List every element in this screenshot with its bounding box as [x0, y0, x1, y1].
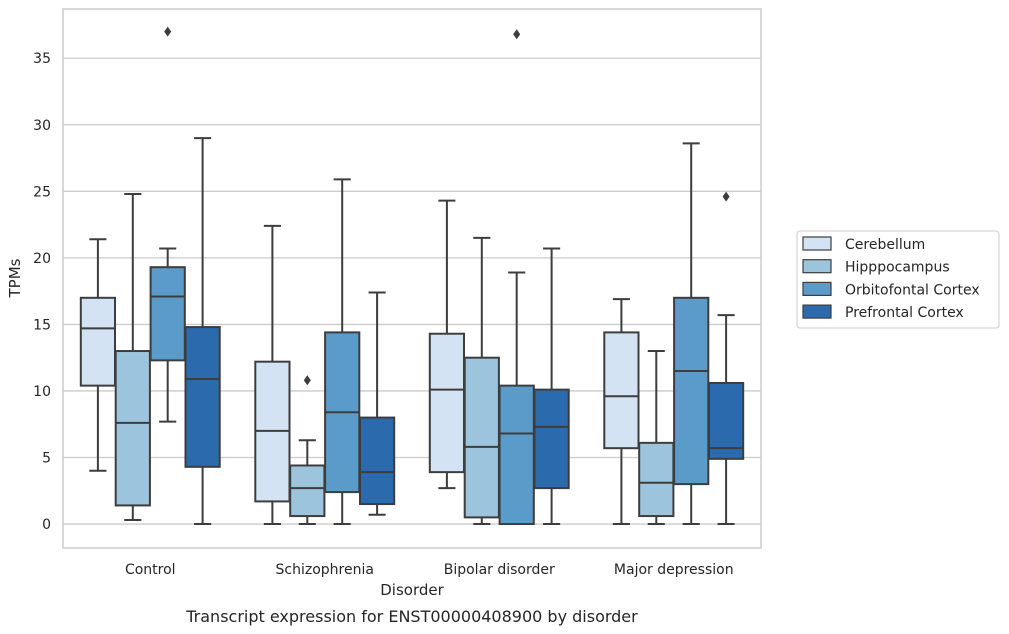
legend-frame — [796, 230, 1000, 329]
iqr-box — [149, 266, 186, 362]
iqr-box — [673, 296, 710, 486]
legend-swatch — [802, 236, 832, 251]
chart-caption: Transcript expression for ENST0000040890… — [185, 607, 638, 626]
y-tick-label: 20 — [33, 251, 51, 267]
legend-swatch — [802, 281, 832, 296]
x-axis-ticks: Control Schizophrenia Bipolar disorder Majo… — [125, 562, 734, 578]
box-prefrontal-cortex — [358, 291, 396, 516]
y-tick-label: 5 — [42, 451, 51, 467]
y-tick-label: 0 — [42, 517, 51, 533]
box-orbitofontal-cortex — [324, 178, 361, 526]
iqr-box — [707, 381, 745, 460]
iqr-box — [79, 296, 117, 387]
box-orbitofontal-cortex — [673, 142, 710, 526]
y-axis-ticks: 0 5 10 15 20 25 30 35 — [33, 51, 51, 533]
x-tick-label: Major depression — [614, 562, 734, 578]
iqr-box — [498, 384, 535, 526]
iqr-box — [114, 350, 151, 507]
outlier-point — [164, 26, 172, 37]
y-tick-label: 35 — [33, 51, 51, 67]
y-tick-label: 10 — [33, 384, 51, 400]
x-tick-label: Schizophrenia — [276, 562, 374, 578]
box-hipppocampus — [463, 236, 500, 526]
y-tick-label: 25 — [33, 184, 51, 200]
box-cerebellum — [428, 199, 466, 490]
iqr-box — [428, 332, 466, 474]
box-hipppocampus — [114, 192, 151, 522]
iqr-box — [533, 388, 570, 490]
box-prefrontal-cortex — [707, 191, 745, 526]
legend: Cerebellum Hipppocampus Orbitofontal Corte… — [796, 230, 1000, 329]
y-axis-label: TPMs — [6, 258, 24, 298]
iqr-box — [603, 331, 640, 450]
iqr-box — [463, 356, 500, 519]
legend-swatch — [802, 304, 832, 319]
y-tick-label: 15 — [33, 317, 51, 333]
legend-label: Prefrontal Cortex — [845, 305, 964, 321]
box-cerebellum — [254, 224, 291, 526]
box-plot-area — [79, 26, 745, 526]
iqr-box — [184, 326, 221, 468]
plot-frame — [62, 8, 762, 549]
box-orbitofontal-cortex — [149, 26, 186, 423]
iqr-box — [289, 464, 326, 518]
box-cerebellum — [603, 298, 640, 526]
legend-label: Hipppocampus — [845, 260, 950, 276]
iqr-box — [358, 416, 396, 506]
outlier-point — [303, 375, 311, 386]
y-tick-label: 30 — [33, 118, 51, 134]
box-prefrontal-cortex — [533, 247, 570, 526]
x-tick-label: Bipolar disorder — [444, 562, 555, 578]
outlier-point — [722, 191, 730, 202]
x-tick-label: Control — [125, 562, 176, 578]
box-prefrontal-cortex — [184, 137, 221, 526]
legend-swatch — [802, 259, 832, 274]
box-cerebellum — [79, 238, 117, 472]
iqr-box — [638, 441, 675, 518]
x-axis-label: Disorder — [380, 581, 444, 599]
box-hipppocampus — [638, 350, 675, 526]
box-orbitofontal-cortex — [498, 29, 535, 526]
legend-label: Cerebellum — [845, 237, 925, 253]
outlier-point — [513, 29, 521, 40]
box-hipppocampus — [289, 375, 326, 526]
legend-label: Orbitofontal Cortex — [845, 282, 980, 298]
